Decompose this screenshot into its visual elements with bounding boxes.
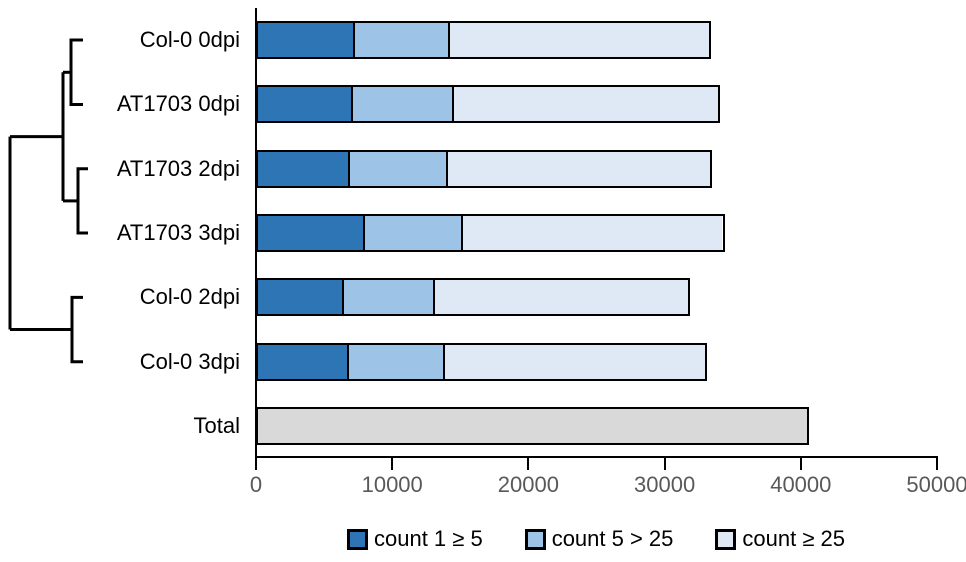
x-axis-tick [936,458,938,470]
row-label-col-0-0dpi: Col-0 0dpi [139,27,240,53]
legend: count 1 ≥ 5 count 5 > 25 count ≥ 25 [246,524,946,554]
legend-swatch-icon [346,528,368,550]
bar-segment [258,344,348,379]
legend-swatch-icon [524,528,546,550]
row-label-at1703-0dpi: AT1703 0dpi [116,91,240,117]
row-label-at1703-2dpi: AT1703 2dpi [116,155,240,181]
bar-segment [258,215,364,250]
stacked-bar [256,342,707,381]
y-axis-line [255,8,257,470]
stacked-bar [256,149,713,188]
bar-segment [363,215,461,250]
bar-row [256,201,937,265]
x-axis-line [255,456,938,458]
legend-label: count 5 > 25 [551,526,674,551]
bar-segment [445,151,711,186]
legend-item: count ≥ 25 [715,528,845,550]
bar-row [256,394,937,458]
dendrogram [8,38,88,364]
row-label-slot: Col-0 2dpi [0,265,240,329]
row-label-slot: AT1703 3dpi [0,201,240,265]
stacked-bar [256,213,725,252]
stacked-bar [256,85,721,124]
row-labels: Col-0 0dpi AT1703 0dpi AT1703 2dpi AT1703 3… [0,8,240,458]
bar-segment [452,87,719,122]
bar-row [256,137,937,201]
bar-segment [460,215,723,250]
legend-item: count 5 > 25 [524,526,674,551]
bar-segment [258,408,807,443]
x-axis-tick-label: 20000 [497,472,559,497]
x-axis-tick-label: 40000 [770,472,832,497]
x-axis-tick-label: 30000 [634,472,696,497]
bar-row [256,265,937,329]
bar-segment [258,87,352,122]
stacked-bar [256,406,809,445]
x-axis-tick-label: 0 [249,472,263,497]
row-label-slot: Total [0,394,240,458]
bar-segment [258,280,342,315]
stacked-bar [256,278,691,317]
bar-segment [433,280,689,315]
row-label-at1703-3dpi: AT1703 3dpi [116,219,240,245]
row-label-slot: Col-0 0dpi [0,8,240,72]
x-axis-tick [799,458,802,470]
bar-segment [352,23,449,58]
plot-area [256,8,937,458]
x-axis-tick [255,458,257,470]
bar-segment [442,344,705,379]
row-label-slot: Col-0 3dpi [0,329,240,393]
x-axis-tick [391,458,394,470]
bar-segment [341,280,434,315]
row-label-slot: AT1703 0dpi [0,72,240,136]
bar-segment [347,344,443,379]
bar-segment [348,151,446,186]
bar-segment [258,23,353,58]
x-axis-tick [663,458,666,470]
bar-row [256,72,937,136]
stacked-bar [256,21,711,60]
bar-row [256,8,937,72]
bar-segment [448,23,709,58]
legend-label: count ≥ 25 [742,526,845,551]
row-label-col-0-2dpi: Col-0 2dpi [139,284,240,310]
x-axis-tick [527,458,530,470]
legend-label: count 1 ≥ 5 [373,526,483,551]
x-axis-tick-label: 10000 [361,472,423,497]
bar-row [256,329,937,393]
x-axis-tick-label: 50000 [906,472,966,497]
bar-segment [351,87,453,122]
row-label-col-0-3dpi: Col-0 3dpi [139,348,240,374]
legend-item: count 1 ≥ 5 [346,526,483,551]
row-label-slot: AT1703 2dpi [0,137,240,201]
legend-swatch-icon [715,528,737,550]
bar-segment [258,151,349,186]
row-label-total: Total [193,412,240,438]
